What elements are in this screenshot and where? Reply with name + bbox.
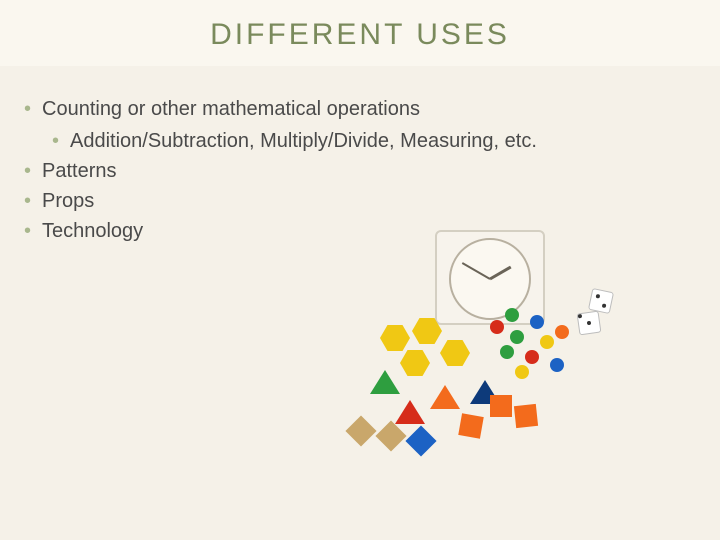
clock-hour-hand [489, 266, 511, 281]
square-shape [514, 404, 538, 428]
bullet-item: Counting or other mathematical operation… [20, 94, 700, 156]
bead-icon [515, 365, 529, 379]
sub-bullet-text: Addition/Subtraction, Multiply/Divide, M… [70, 130, 537, 152]
title-band: DIFFERENT USES [0, 0, 720, 66]
hexagon-shape [400, 350, 430, 376]
sub-bullet-list: Addition/Subtraction, Multiply/Divide, M… [42, 126, 700, 156]
bullet-text: Counting or other mathematical operation… [42, 98, 420, 120]
bullet-text: Props [42, 190, 94, 212]
bullet-item: Props [20, 186, 700, 216]
hexagon-shape [440, 340, 470, 366]
bead-icon [505, 308, 519, 322]
bullet-text: Technology [42, 220, 143, 242]
content-area: Counting or other mathematical operation… [0, 66, 720, 246]
bead-icon [550, 358, 564, 372]
diamond-shape [375, 420, 406, 451]
bead-icon [540, 335, 554, 349]
bead-icon [490, 320, 504, 334]
triangle-shape [395, 400, 425, 424]
clock-icon [435, 230, 545, 325]
bead-icon [510, 330, 524, 344]
sub-bullet-item: Addition/Subtraction, Multiply/Divide, M… [42, 126, 700, 156]
bead-icon [500, 345, 514, 359]
bead-icon [555, 325, 569, 339]
triangle-shape [370, 370, 400, 394]
manipulatives-graphic [340, 230, 620, 460]
diamond-shape [405, 425, 436, 456]
bullet-item: Patterns [20, 156, 700, 186]
triangle-shape [430, 385, 460, 409]
die-icon [588, 288, 614, 314]
bead-icon [530, 315, 544, 329]
clock-face [449, 238, 531, 320]
square-shape [458, 413, 483, 438]
slide-title: DIFFERENT USES [0, 18, 720, 52]
bullet-text: Patterns [42, 160, 116, 182]
bead-icon [525, 350, 539, 364]
diamond-shape [345, 415, 376, 446]
clock-minute-hand [462, 262, 491, 280]
die-icon [577, 311, 602, 336]
square-shape [490, 395, 512, 417]
bullet-list: Counting or other mathematical operation… [20, 94, 700, 246]
hexagon-shape [380, 325, 410, 351]
